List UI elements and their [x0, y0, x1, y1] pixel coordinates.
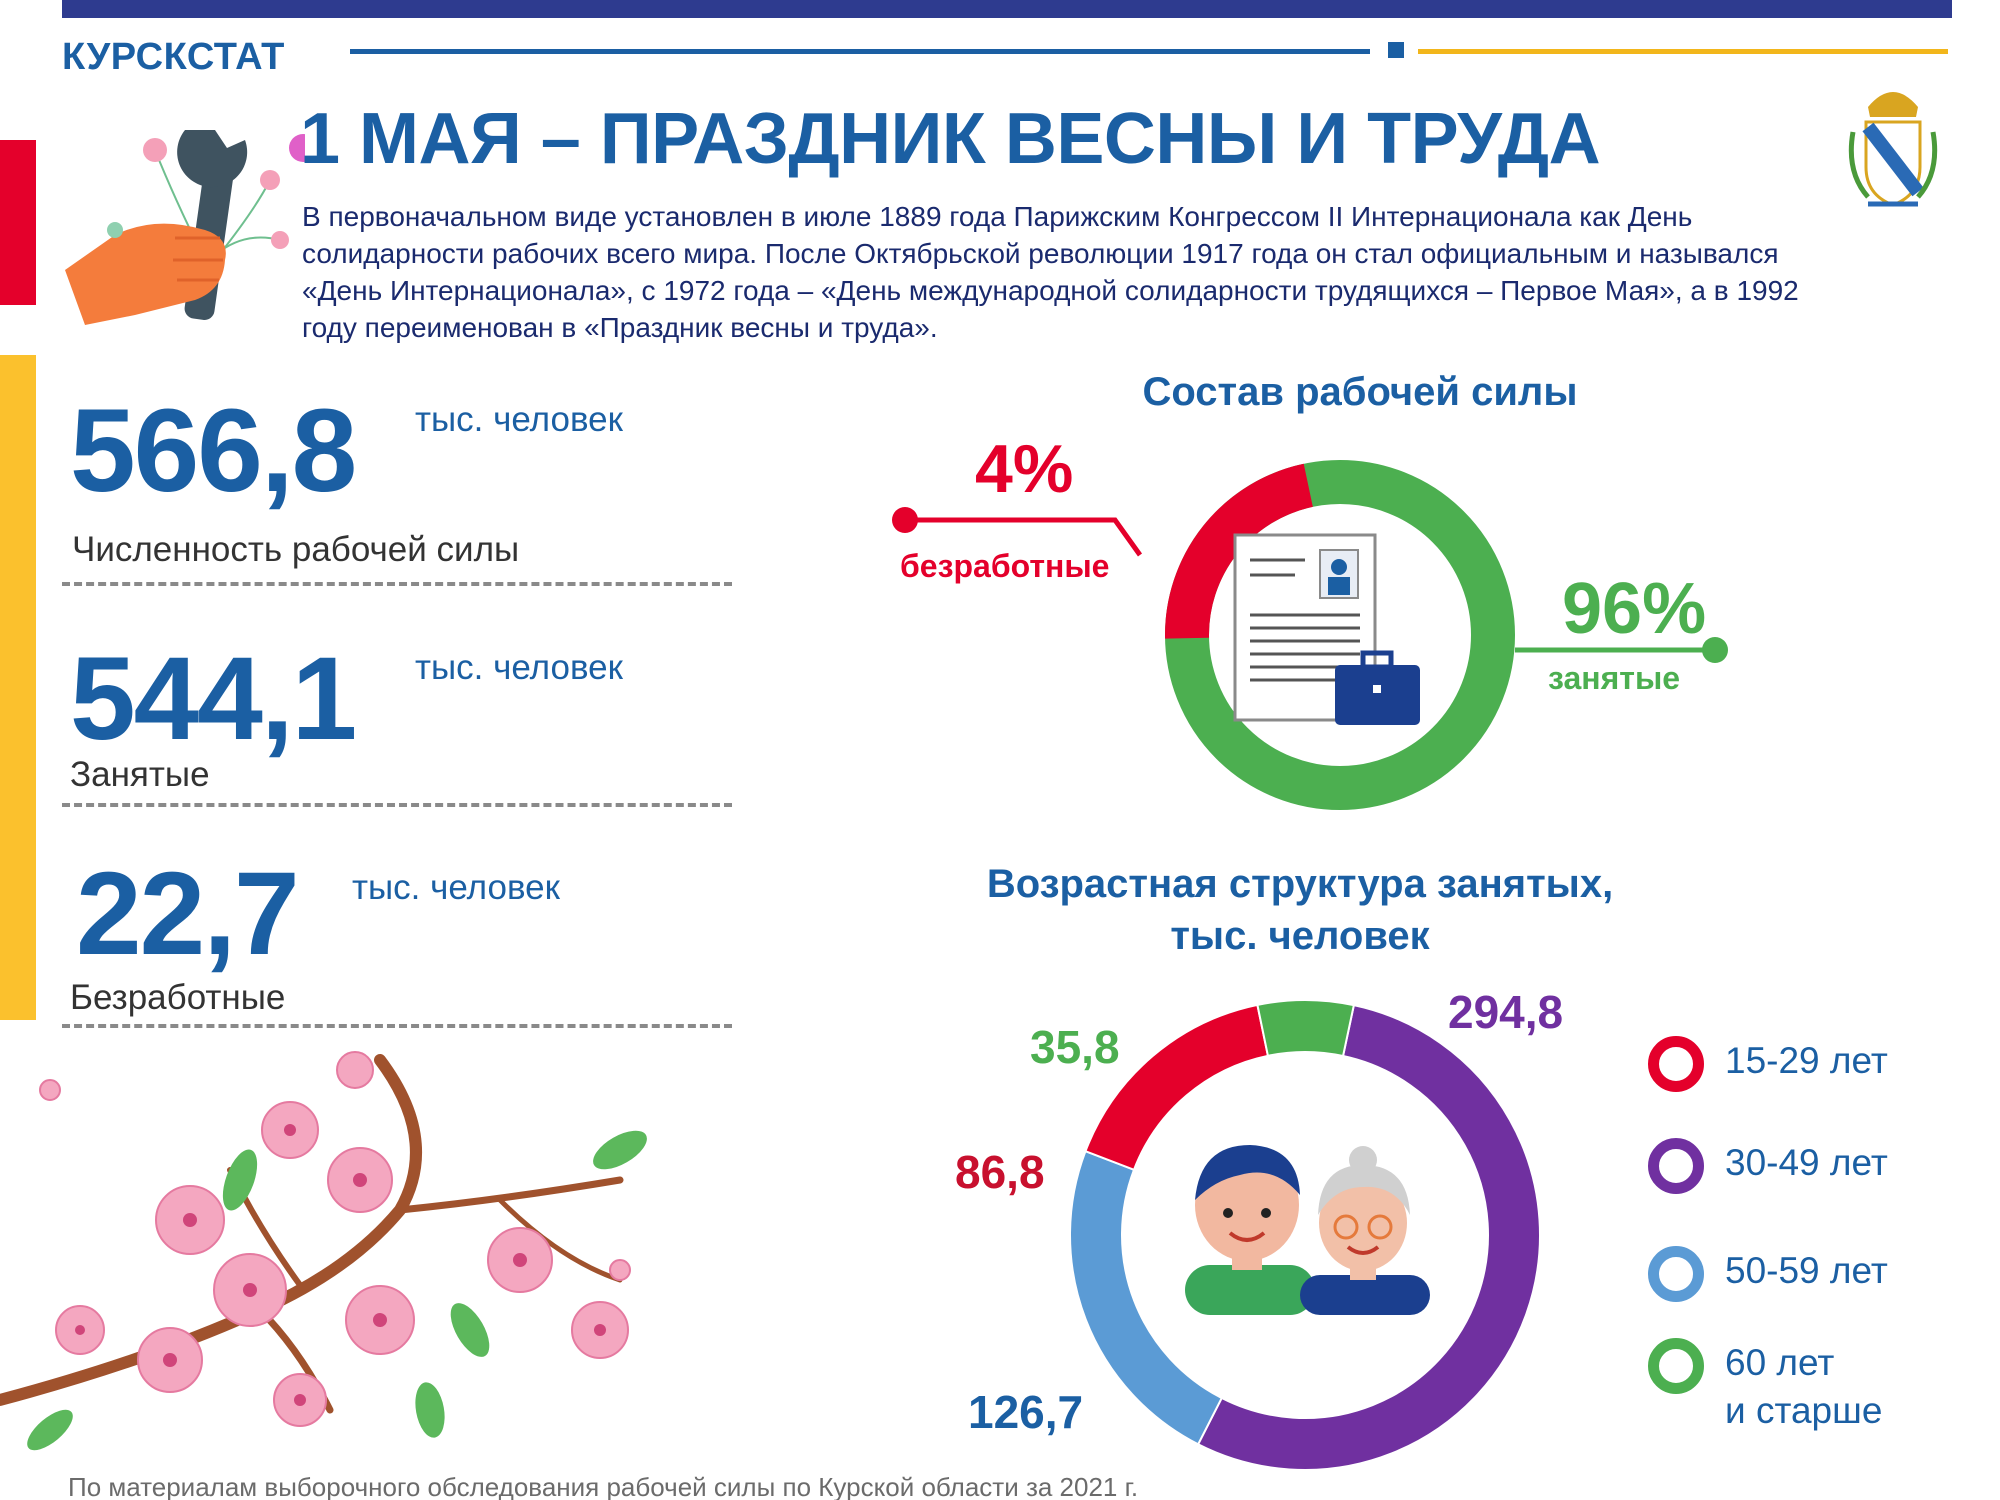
stat-employed-unit: тыс. человек	[415, 648, 623, 687]
hand-icon	[65, 223, 226, 325]
stat-unemployed-value: 22,7	[76, 848, 300, 980]
age-donut-chart	[1069, 999, 1541, 1471]
divider-dashed	[62, 803, 732, 807]
unemployed-label: безработные	[900, 548, 1110, 584]
footer-source: По материалам выборочного обследования р…	[68, 1472, 1139, 1500]
stat-employed-label: Занятые	[70, 755, 210, 794]
age-15-29-value: 86,8	[955, 1146, 1045, 1198]
coat-of-arms-icon	[1848, 92, 1938, 207]
stat-labor-force-unit: тыс. человек	[415, 400, 623, 439]
stat-labor-force-value: 566,8	[70, 385, 357, 517]
unemployed-callout-line	[892, 507, 1143, 557]
blossoms	[39, 1051, 631, 1427]
legend-60-label-line1: 60 лет	[1725, 1342, 1835, 1383]
employed-callout-line	[1515, 637, 1728, 663]
cherry-blossom-branch-icon	[0, 1051, 647, 1451]
flowers-icon	[107, 134, 305, 249]
employed-percent: 96%	[1562, 569, 1707, 649]
blossom-centers	[75, 1124, 606, 1406]
unemployed-percent: 4%	[975, 431, 1074, 507]
stat-labor-force-label: Численность рабочей силы	[72, 530, 520, 569]
stat-unemployed-label: Безработные	[70, 978, 286, 1017]
header-divider-blue	[350, 49, 1370, 54]
resume-briefcase-icon	[1233, 533, 1420, 725]
workforce-donut-chart	[1165, 460, 1515, 810]
workforce-ring-unemployed	[1165, 460, 1515, 810]
legend-15-29-label: 15-29 лет	[1725, 1040, 1888, 1081]
workforce-title: Состав рабочей силы	[1142, 370, 1578, 414]
young-person-icon	[1185, 1145, 1315, 1315]
age-60-value: 35,8	[1030, 1021, 1120, 1073]
brand-name: КУРСКСТАТ	[62, 36, 285, 78]
legend-60-label-line2: и старше	[1725, 1390, 1883, 1431]
legend-50-59-label: 50-59 лет	[1725, 1250, 1888, 1291]
age-structure-title-line1: Возрастная структура занятых,	[986, 862, 1614, 906]
leaves	[27, 1130, 647, 1451]
header-divider-yellow	[1418, 49, 1948, 54]
people-icon	[1185, 1145, 1430, 1315]
side-accent-yellow	[0, 355, 36, 1020]
legend-60-marker	[1648, 1338, 1704, 1394]
header-divider-square	[1388, 42, 1404, 58]
age-structure-title-line2: тыс. человек	[1170, 914, 1430, 958]
legend-30-49-marker	[1648, 1138, 1704, 1194]
elderly-person-icon	[1300, 1146, 1430, 1315]
divider-dashed	[62, 1024, 732, 1028]
page-title: 1 МАЯ – ПРАЗДНИК ВЕСНЫ И ТРУДА	[300, 99, 1601, 179]
stat-unemployed-unit: тыс. человек	[352, 868, 560, 907]
age-50-59-value: 126,7	[968, 1386, 1084, 1438]
age-30-49-value: 294,8	[1448, 986, 1564, 1038]
legend-50-59-marker	[1648, 1246, 1704, 1302]
age-segment-30-49	[1196, 1003, 1541, 1471]
employed-label: занятые	[1548, 660, 1681, 696]
age-segment-60-plus	[1256, 999, 1356, 1058]
stat-employed-value: 544,1	[70, 633, 357, 765]
top-bar	[62, 0, 1952, 18]
divider-dashed	[62, 582, 732, 586]
side-accent-red	[0, 140, 36, 305]
intro-text: В первоначальном виде установлен в июле …	[302, 201, 1799, 343]
legend-15-29-marker	[1648, 1036, 1704, 1092]
wrench-flowers-icon	[65, 130, 305, 325]
legend-30-49-label: 30-49 лет	[1725, 1142, 1888, 1183]
